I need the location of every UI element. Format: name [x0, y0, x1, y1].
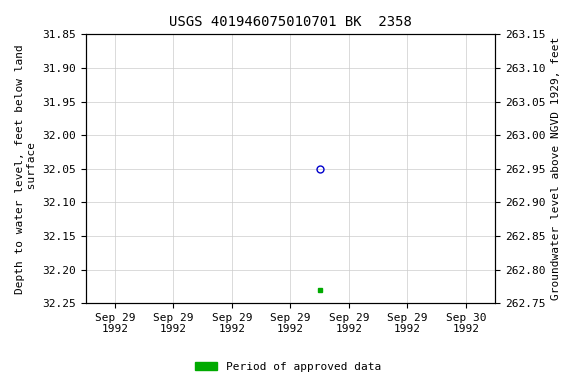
Legend: Period of approved data: Period of approved data — [191, 358, 385, 377]
Y-axis label: Groundwater level above NGVD 1929, feet: Groundwater level above NGVD 1929, feet — [551, 37, 561, 300]
Y-axis label: Depth to water level, feet below land
 surface: Depth to water level, feet below land su… — [15, 44, 37, 294]
Title: USGS 401946075010701 BK  2358: USGS 401946075010701 BK 2358 — [169, 15, 412, 29]
